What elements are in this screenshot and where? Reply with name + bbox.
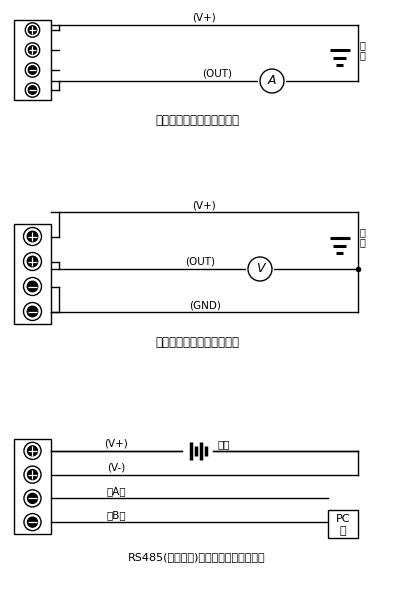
Circle shape [24, 490, 41, 507]
Circle shape [24, 303, 41, 320]
Text: 源: 源 [360, 50, 366, 60]
Circle shape [28, 26, 37, 34]
Circle shape [27, 231, 38, 242]
Circle shape [27, 446, 38, 456]
Text: 机: 机 [340, 525, 346, 535]
Circle shape [24, 277, 41, 296]
Circle shape [28, 85, 37, 94]
Bar [14, 224, 51, 324]
Circle shape [24, 514, 41, 531]
Text: PC: PC [336, 514, 350, 524]
Text: (V-): (V-) [107, 462, 125, 472]
Circle shape [28, 66, 37, 74]
Circle shape [27, 493, 38, 504]
Text: (V+): (V+) [193, 200, 216, 210]
Circle shape [24, 227, 41, 246]
Circle shape [28, 46, 37, 54]
Text: (GND): (GND) [189, 300, 221, 310]
Circle shape [27, 517, 38, 527]
Circle shape [27, 281, 38, 292]
Circle shape [24, 253, 41, 270]
Circle shape [260, 69, 284, 93]
Circle shape [24, 466, 41, 483]
Circle shape [25, 83, 40, 97]
Text: 源: 源 [360, 237, 366, 247]
Circle shape [24, 442, 41, 459]
Circle shape [25, 43, 40, 57]
Bar [328, 509, 358, 538]
Text: (V+): (V+) [193, 13, 216, 23]
Text: 电流输出接线图（两线制）: 电流输出接线图（两线制） [155, 114, 239, 127]
Circle shape [27, 256, 38, 267]
Circle shape [25, 63, 40, 77]
Text: （B）: （B） [106, 510, 126, 520]
Text: (V+): (V+) [104, 439, 128, 449]
Circle shape [25, 23, 40, 37]
Text: 电: 电 [360, 227, 366, 237]
Text: (OUT): (OUT) [202, 69, 232, 79]
Text: RS485(数字信号)输出接线图（四线制）: RS485(数字信号)输出接线图（四线制） [128, 552, 266, 562]
Text: A: A [268, 74, 276, 88]
Circle shape [27, 306, 38, 317]
Bar [14, 20, 51, 100]
Circle shape [248, 257, 272, 281]
Text: 电: 电 [360, 40, 366, 50]
Text: （A）: （A） [106, 487, 126, 497]
Text: 电压输出接线图（三线制）: 电压输出接线图（三线制） [155, 336, 239, 349]
Bar [14, 439, 51, 534]
Text: 电源: 电源 [218, 439, 230, 449]
Text: (OUT): (OUT) [185, 257, 215, 267]
Text: V: V [256, 263, 264, 276]
Circle shape [27, 469, 38, 480]
